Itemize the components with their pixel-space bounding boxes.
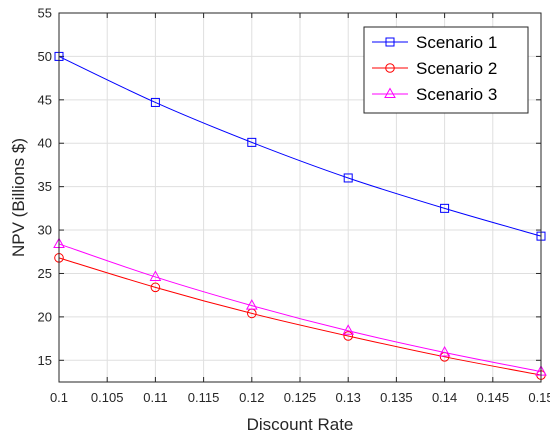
data-point-triangle — [384, 87, 396, 98]
x-tick-label: 0.12 — [239, 390, 264, 405]
series-2 — [54, 253, 546, 380]
x-tick-label: 0.145 — [477, 390, 510, 405]
data-point-square — [150, 97, 160, 107]
data-point-circle — [150, 282, 161, 293]
x-tick-label: 0.115 — [188, 390, 220, 405]
grid-lines — [58, 12, 542, 382]
data-point-square — [385, 37, 395, 47]
data-point-triangle — [149, 270, 162, 281]
y-tick-label: 45 — [38, 92, 52, 107]
series-line — [58, 243, 542, 373]
series-line — [58, 257, 542, 376]
data-point-circle — [385, 63, 395, 73]
legend-entry: Scenario 3 — [372, 85, 497, 104]
y-tick-label: 35 — [38, 179, 52, 194]
series-3 — [53, 237, 547, 376]
x-tick-label: 0.125 — [284, 390, 317, 405]
y-axis-title: NPV (Billions $) — [9, 138, 28, 257]
data-point-square — [247, 137, 257, 147]
legend-box — [363, 26, 529, 114]
y-tick-label: 25 — [38, 266, 52, 281]
x-tick-label: 0.13 — [336, 390, 361, 405]
legend-entry: Scenario 1 — [372, 33, 497, 52]
series-line — [58, 55, 542, 237]
data-point-triangle — [438, 345, 451, 357]
x-tick-label: 0.135 — [380, 390, 413, 405]
legend-label: Scenario 2 — [416, 59, 497, 78]
x-tick-label: 0.105 — [91, 390, 124, 405]
tick-labels: 0.1 0.105 0.11 0.115 0.12 0.125 0.13 0.135 0.14 0… — [38, 6, 550, 406]
data-point-square — [440, 203, 450, 213]
legend-label: Scenario 1 — [416, 33, 497, 52]
y-tick-label: 40 — [38, 136, 52, 151]
x-tick-label: 0.14 — [432, 390, 457, 405]
data-point-triangle — [245, 299, 258, 310]
x-tick-label: 0.1 — [50, 390, 68, 405]
legend-entry: Scenario 2 — [372, 59, 497, 78]
y-tick-label: 30 — [38, 223, 52, 238]
data-point-square — [343, 173, 353, 183]
plot-frame — [58, 12, 542, 383]
y-tick-label: 55 — [38, 6, 52, 21]
x-tick-label: 0.11 — [143, 390, 167, 405]
y-tick-label: 20 — [38, 309, 52, 324]
legend: Scenario 1 Scenario 2 Scenario 3 — [363, 26, 529, 114]
x-axis-title: Discount Rate — [247, 415, 354, 434]
data-point-circle — [343, 331, 354, 341]
y-tick-label: 15 — [38, 353, 52, 368]
legend-label: Scenario 3 — [416, 85, 497, 104]
y-tick-label: 50 — [38, 49, 52, 64]
x-tick-label: 0.15 — [528, 390, 550, 405]
data-point-triangle — [342, 324, 355, 335]
series-lines — [53, 51, 547, 380]
